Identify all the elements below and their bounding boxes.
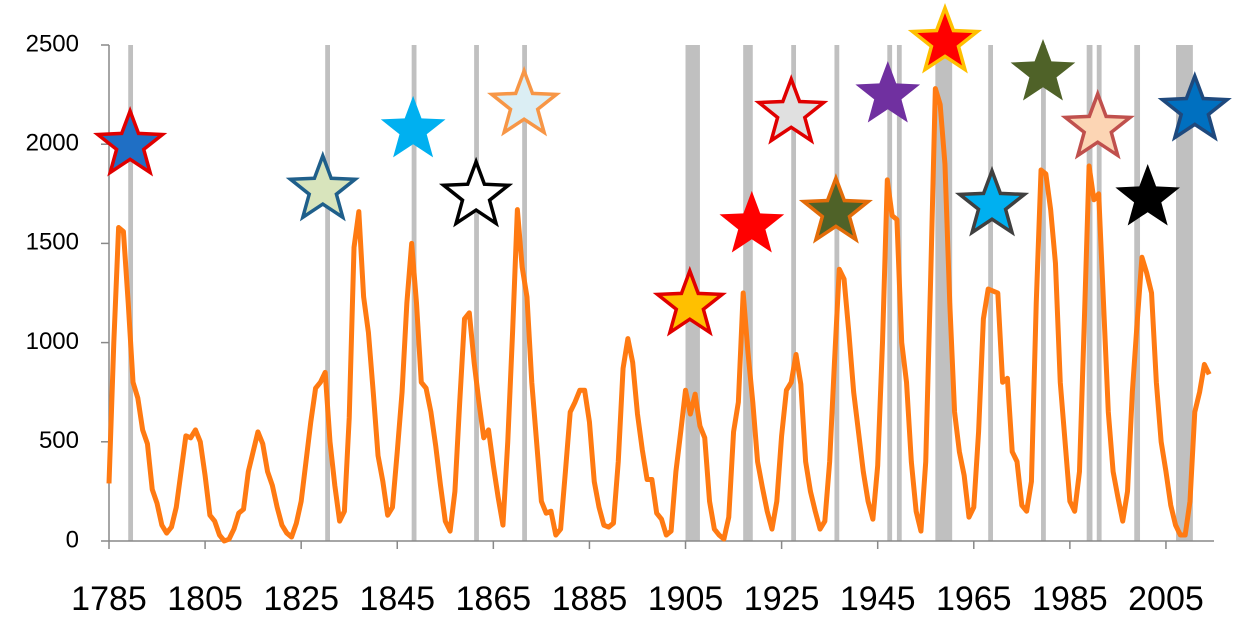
star-marker [285,150,360,222]
star-marker [754,74,829,145]
star-marker [798,173,873,244]
x-tick-label: 2005 [1128,580,1204,618]
x-tick-label: 1925 [744,580,820,618]
y-tick-label: 1000 [26,328,79,355]
x-tick-label: 1845 [359,580,435,618]
star-marker [1157,71,1232,142]
x-tick-label: 1805 [167,580,243,618]
y-tick-label: 0 [66,526,79,553]
event-band [743,45,753,541]
x-tick-label: 1865 [456,580,532,618]
event-band [1176,45,1193,541]
data-line [106,86,1212,544]
y-tick-label: 500 [39,427,79,454]
star-marker [1115,164,1180,226]
y-tick-label: 2000 [26,130,79,157]
star-marker [1010,39,1076,101]
event-band [1086,45,1093,541]
star-marker [487,65,562,137]
event-band [935,45,953,541]
star-marker [719,190,785,253]
star-marker [438,156,514,228]
star-marker [954,165,1030,237]
x-tick-label: 1985 [1032,580,1108,618]
event-band [128,45,134,541]
event-band [1096,45,1102,541]
x-tick-label: 1945 [840,580,916,618]
x-tick-label: 1885 [552,580,628,618]
event-band [988,45,993,541]
x-tick-label: 1905 [648,580,724,618]
y-tick-label: 1500 [26,229,79,256]
x-tick-label: 1825 [263,580,339,618]
event-band [474,45,479,541]
star-marker [93,106,168,177]
y-tick-label: 2500 [26,30,79,57]
event-band [887,45,893,541]
star-marker [1060,88,1135,160]
star-marker [855,61,921,123]
event-band [1041,45,1046,541]
event-band [325,45,330,541]
star-marker [380,95,446,158]
event-band [791,45,797,541]
x-tick-label: 1965 [936,580,1012,618]
x-tick-label: 1785 [71,580,147,618]
star-marker [652,265,727,337]
star-marker [907,2,983,74]
